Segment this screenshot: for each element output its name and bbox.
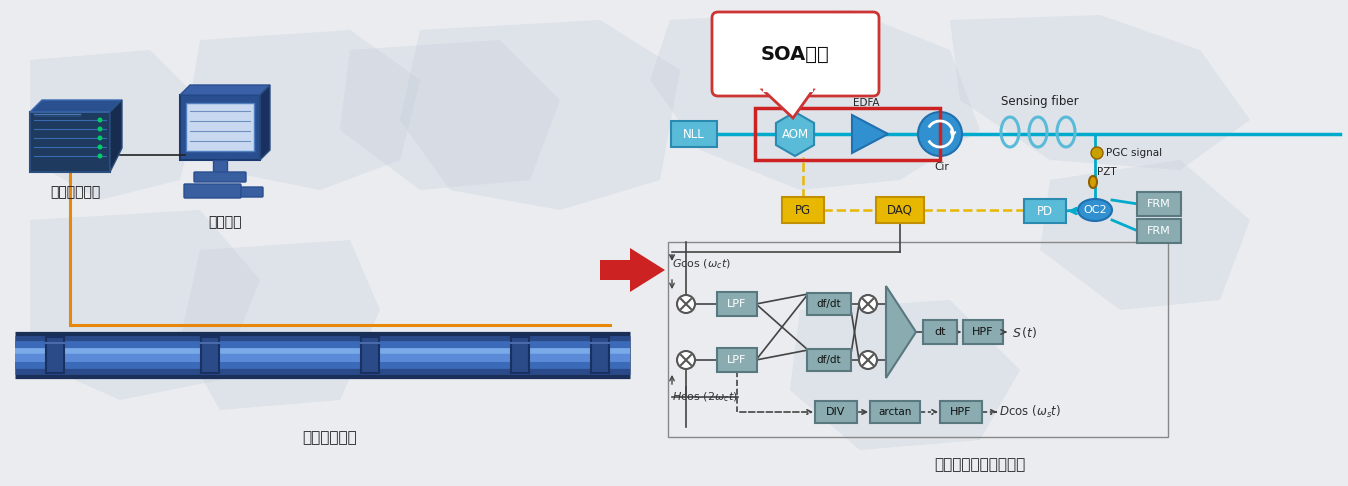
Ellipse shape bbox=[1078, 199, 1112, 221]
FancyBboxPatch shape bbox=[30, 112, 111, 172]
FancyBboxPatch shape bbox=[241, 187, 263, 197]
Polygon shape bbox=[763, 90, 813, 118]
Text: $D\cos\,(\omega_s t)$: $D\cos\,(\omega_s t)$ bbox=[999, 404, 1061, 420]
Text: PZT: PZT bbox=[1097, 167, 1116, 177]
FancyBboxPatch shape bbox=[807, 293, 851, 315]
FancyBboxPatch shape bbox=[717, 348, 758, 372]
Text: df/dt: df/dt bbox=[817, 355, 841, 365]
FancyBboxPatch shape bbox=[962, 320, 1003, 344]
Text: PG: PG bbox=[795, 204, 811, 216]
FancyBboxPatch shape bbox=[183, 184, 241, 198]
Circle shape bbox=[97, 144, 102, 150]
Polygon shape bbox=[852, 115, 888, 153]
Circle shape bbox=[918, 112, 962, 156]
Circle shape bbox=[97, 126, 102, 132]
Text: Sensing fiber: Sensing fiber bbox=[1002, 95, 1078, 108]
Circle shape bbox=[97, 136, 102, 140]
Text: 监测平台: 监测平台 bbox=[208, 215, 241, 229]
FancyBboxPatch shape bbox=[511, 337, 528, 373]
FancyBboxPatch shape bbox=[1136, 192, 1181, 216]
Text: df/dt: df/dt bbox=[817, 299, 841, 309]
Text: LPF: LPF bbox=[728, 355, 747, 365]
Polygon shape bbox=[776, 112, 814, 156]
Text: HPF: HPF bbox=[950, 407, 972, 417]
Text: 光纤传感主机: 光纤传感主机 bbox=[50, 185, 100, 199]
Text: $S\,(t)$: $S\,(t)$ bbox=[1012, 325, 1038, 340]
FancyBboxPatch shape bbox=[1024, 199, 1066, 223]
Polygon shape bbox=[1041, 160, 1250, 310]
FancyBboxPatch shape bbox=[361, 337, 379, 373]
Text: AOM: AOM bbox=[782, 127, 809, 140]
Polygon shape bbox=[30, 100, 123, 112]
FancyBboxPatch shape bbox=[712, 12, 879, 96]
Circle shape bbox=[677, 295, 696, 313]
Text: LPF: LPF bbox=[728, 299, 747, 309]
Text: NLL: NLL bbox=[683, 127, 705, 140]
Polygon shape bbox=[950, 15, 1250, 170]
FancyBboxPatch shape bbox=[671, 121, 717, 147]
Text: $H\cos\,(2\omega_c t)$: $H\cos\,(2\omega_c t)$ bbox=[673, 390, 737, 404]
Polygon shape bbox=[630, 248, 665, 292]
FancyBboxPatch shape bbox=[201, 337, 218, 373]
FancyBboxPatch shape bbox=[807, 349, 851, 371]
Circle shape bbox=[97, 118, 102, 122]
FancyBboxPatch shape bbox=[782, 197, 824, 223]
FancyBboxPatch shape bbox=[816, 401, 857, 423]
FancyBboxPatch shape bbox=[194, 172, 245, 182]
Polygon shape bbox=[190, 30, 421, 190]
Text: SOA替代: SOA替代 bbox=[762, 45, 830, 64]
Circle shape bbox=[859, 295, 878, 313]
Text: $G\cos\,(\omega_c t)$: $G\cos\,(\omega_c t)$ bbox=[673, 257, 731, 271]
Polygon shape bbox=[790, 300, 1020, 450]
Text: HPF: HPF bbox=[972, 327, 993, 337]
FancyBboxPatch shape bbox=[923, 320, 957, 344]
Circle shape bbox=[1091, 147, 1103, 159]
Text: OC2: OC2 bbox=[1084, 205, 1107, 215]
Polygon shape bbox=[340, 40, 559, 190]
Polygon shape bbox=[181, 85, 270, 95]
Polygon shape bbox=[650, 10, 980, 190]
Polygon shape bbox=[111, 100, 123, 172]
Polygon shape bbox=[886, 286, 917, 378]
FancyBboxPatch shape bbox=[940, 401, 981, 423]
Polygon shape bbox=[181, 240, 380, 410]
Text: 光纤感知系统内部光路: 光纤感知系统内部光路 bbox=[934, 457, 1026, 472]
Polygon shape bbox=[260, 85, 270, 160]
FancyBboxPatch shape bbox=[181, 95, 260, 160]
Text: Cir: Cir bbox=[934, 162, 949, 172]
Circle shape bbox=[97, 154, 102, 158]
FancyBboxPatch shape bbox=[717, 292, 758, 316]
Text: PD: PD bbox=[1037, 205, 1053, 218]
Polygon shape bbox=[400, 20, 679, 210]
Text: 光纤感知系统: 光纤感知系统 bbox=[302, 430, 357, 445]
FancyBboxPatch shape bbox=[600, 260, 630, 280]
Text: DIV: DIV bbox=[826, 407, 845, 417]
Text: EDFA: EDFA bbox=[853, 98, 879, 108]
Polygon shape bbox=[30, 50, 200, 200]
Ellipse shape bbox=[1089, 176, 1097, 188]
Circle shape bbox=[859, 351, 878, 369]
Text: dt: dt bbox=[934, 327, 946, 337]
FancyBboxPatch shape bbox=[869, 401, 919, 423]
Text: FRM: FRM bbox=[1147, 226, 1171, 236]
FancyBboxPatch shape bbox=[213, 160, 226, 174]
Text: DAQ: DAQ bbox=[887, 204, 913, 216]
Circle shape bbox=[677, 351, 696, 369]
FancyBboxPatch shape bbox=[46, 337, 63, 373]
FancyBboxPatch shape bbox=[876, 197, 923, 223]
FancyBboxPatch shape bbox=[186, 103, 253, 151]
FancyBboxPatch shape bbox=[1136, 219, 1181, 243]
Polygon shape bbox=[30, 210, 260, 400]
Text: FRM: FRM bbox=[1147, 199, 1171, 209]
Text: arctan: arctan bbox=[879, 407, 911, 417]
Text: PGC signal: PGC signal bbox=[1105, 148, 1162, 158]
FancyBboxPatch shape bbox=[590, 337, 609, 373]
